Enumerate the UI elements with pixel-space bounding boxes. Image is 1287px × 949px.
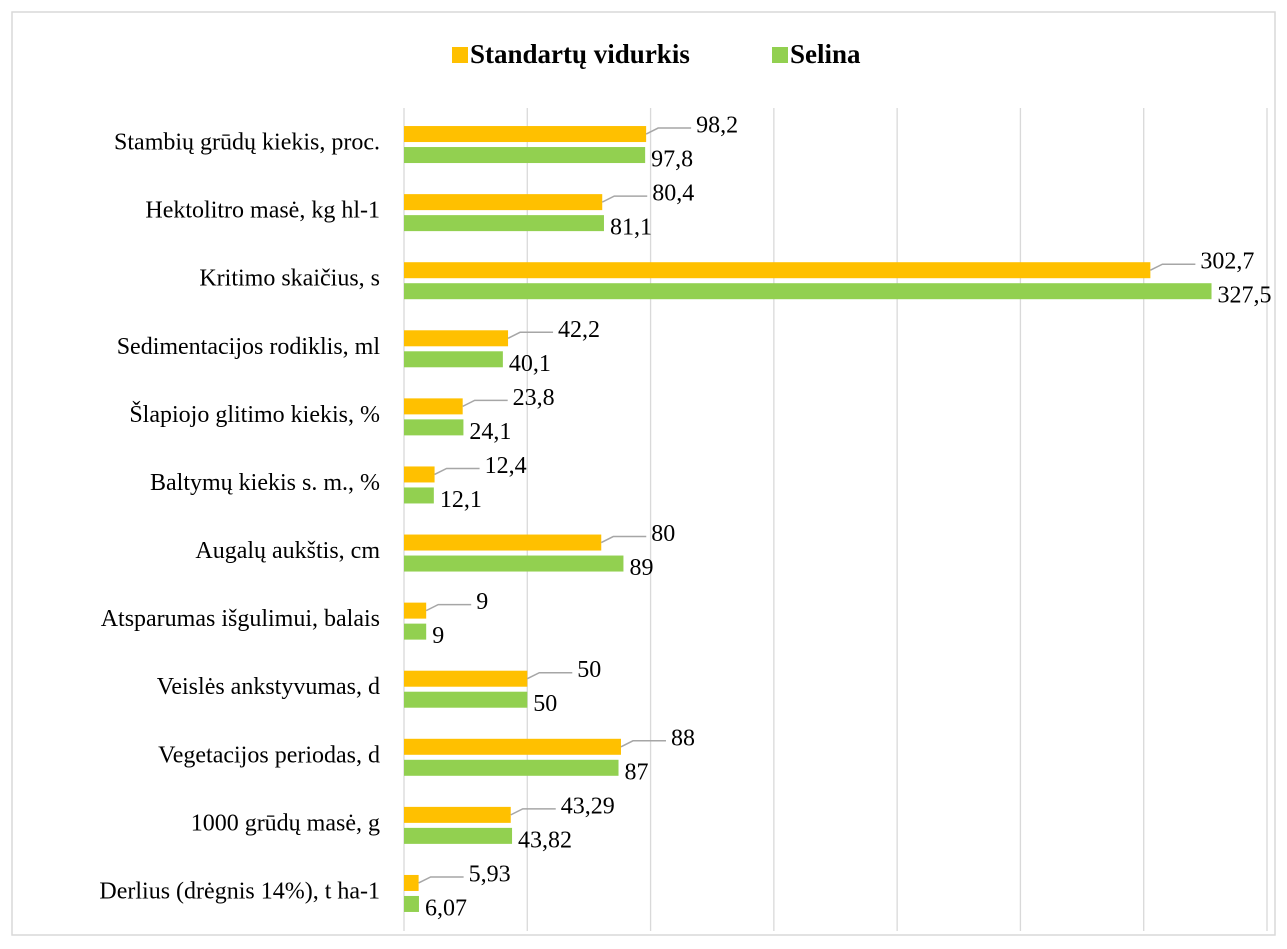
leader-line xyxy=(507,331,554,339)
y-tick-label: Baltymų kiekis s. m., % xyxy=(150,470,380,496)
data-label: 43,29 xyxy=(561,793,615,819)
data-label: 23,8 xyxy=(513,385,555,411)
y-tick-label: Šlapiojo glitimo kiekis, % xyxy=(129,401,380,428)
legend: Standartų vidurkis Selina xyxy=(452,39,861,69)
bar xyxy=(404,874,419,891)
bar xyxy=(404,215,604,232)
y-tick-label: Vegetacijos periodas, d xyxy=(158,742,380,768)
leader-line xyxy=(620,740,666,748)
bar xyxy=(404,827,513,844)
bar xyxy=(404,147,646,164)
legend-label: Selina xyxy=(790,39,861,69)
chart-border xyxy=(11,11,1276,936)
data-label: 327,5 xyxy=(1218,283,1272,309)
data-label: 50 xyxy=(577,657,601,683)
data-label: 9 xyxy=(432,623,444,649)
y-tick-label: Kritimo skaičius, s xyxy=(199,266,380,292)
y-tick-label: Derlius (drėgnis 14%), t ha-1 xyxy=(99,878,380,904)
bar xyxy=(404,262,1151,279)
data-label: 9 xyxy=(476,589,488,615)
leader-line xyxy=(600,535,647,544)
data-label: 40,1 xyxy=(509,351,551,377)
y-tick-label: Veislės ankstyvumas, d xyxy=(157,674,380,700)
bar xyxy=(404,759,619,776)
data-label: 302,7 xyxy=(1200,249,1254,275)
y-tick-label: Atsparumas išgulimui, balais xyxy=(101,606,380,632)
data-label: 89 xyxy=(629,555,653,581)
data-label: 12,4 xyxy=(485,453,527,479)
data-label: 5,93 xyxy=(469,861,511,887)
y-tick-label: Augalų aukštis, cm xyxy=(195,538,380,564)
data-label: 97,8 xyxy=(651,147,693,173)
leader-line xyxy=(418,876,464,884)
data-label: 6,07 xyxy=(425,895,467,921)
y-tick-label: Stambių grūdų kiekis, proc. xyxy=(114,130,380,156)
legend-label: Standartų vidurkis xyxy=(470,39,690,69)
bar xyxy=(404,419,464,436)
bar xyxy=(404,534,602,551)
data-label: 88 xyxy=(671,725,695,751)
bar xyxy=(404,126,647,143)
bar xyxy=(404,194,603,211)
data-label: 12,1 xyxy=(440,487,482,513)
leader-line xyxy=(526,671,573,680)
data-label: 98,2 xyxy=(696,113,738,139)
bar xyxy=(404,555,624,572)
bar xyxy=(404,602,427,619)
bar xyxy=(404,283,1212,300)
leader-line xyxy=(425,603,472,612)
data-label: 80 xyxy=(651,521,675,547)
y-tick-label: Sedimentacijos rodiklis, ml xyxy=(117,334,381,360)
bar xyxy=(404,398,463,415)
leader-line xyxy=(601,195,648,203)
bar xyxy=(404,670,528,687)
y-tick-label: 1000 grūdų masė, g xyxy=(191,810,380,836)
data-label: 50 xyxy=(533,691,557,717)
bar xyxy=(404,466,435,483)
data-label: 24,1 xyxy=(469,419,511,445)
data-label: 81,1 xyxy=(610,215,652,241)
data-label: 42,2 xyxy=(558,317,600,343)
data-label: 43,82 xyxy=(518,827,572,853)
y-tick-label: Hektolitro masė, kg hl-1 xyxy=(145,198,380,224)
bar xyxy=(404,330,509,347)
data-label: 80,4 xyxy=(652,181,694,207)
leader-line xyxy=(1150,263,1196,271)
legend-swatch xyxy=(772,47,788,63)
bar xyxy=(404,623,427,640)
bar xyxy=(404,351,503,368)
bar xyxy=(404,895,419,912)
bar xyxy=(404,487,434,504)
leader-line xyxy=(462,399,508,408)
bar xyxy=(404,806,511,823)
legend-swatch xyxy=(452,47,468,63)
data-label: 87 xyxy=(625,759,649,785)
bar xyxy=(404,691,528,708)
leader-line xyxy=(510,808,556,816)
leader-line xyxy=(645,127,692,135)
bar xyxy=(404,738,621,755)
leader-line xyxy=(434,467,480,476)
